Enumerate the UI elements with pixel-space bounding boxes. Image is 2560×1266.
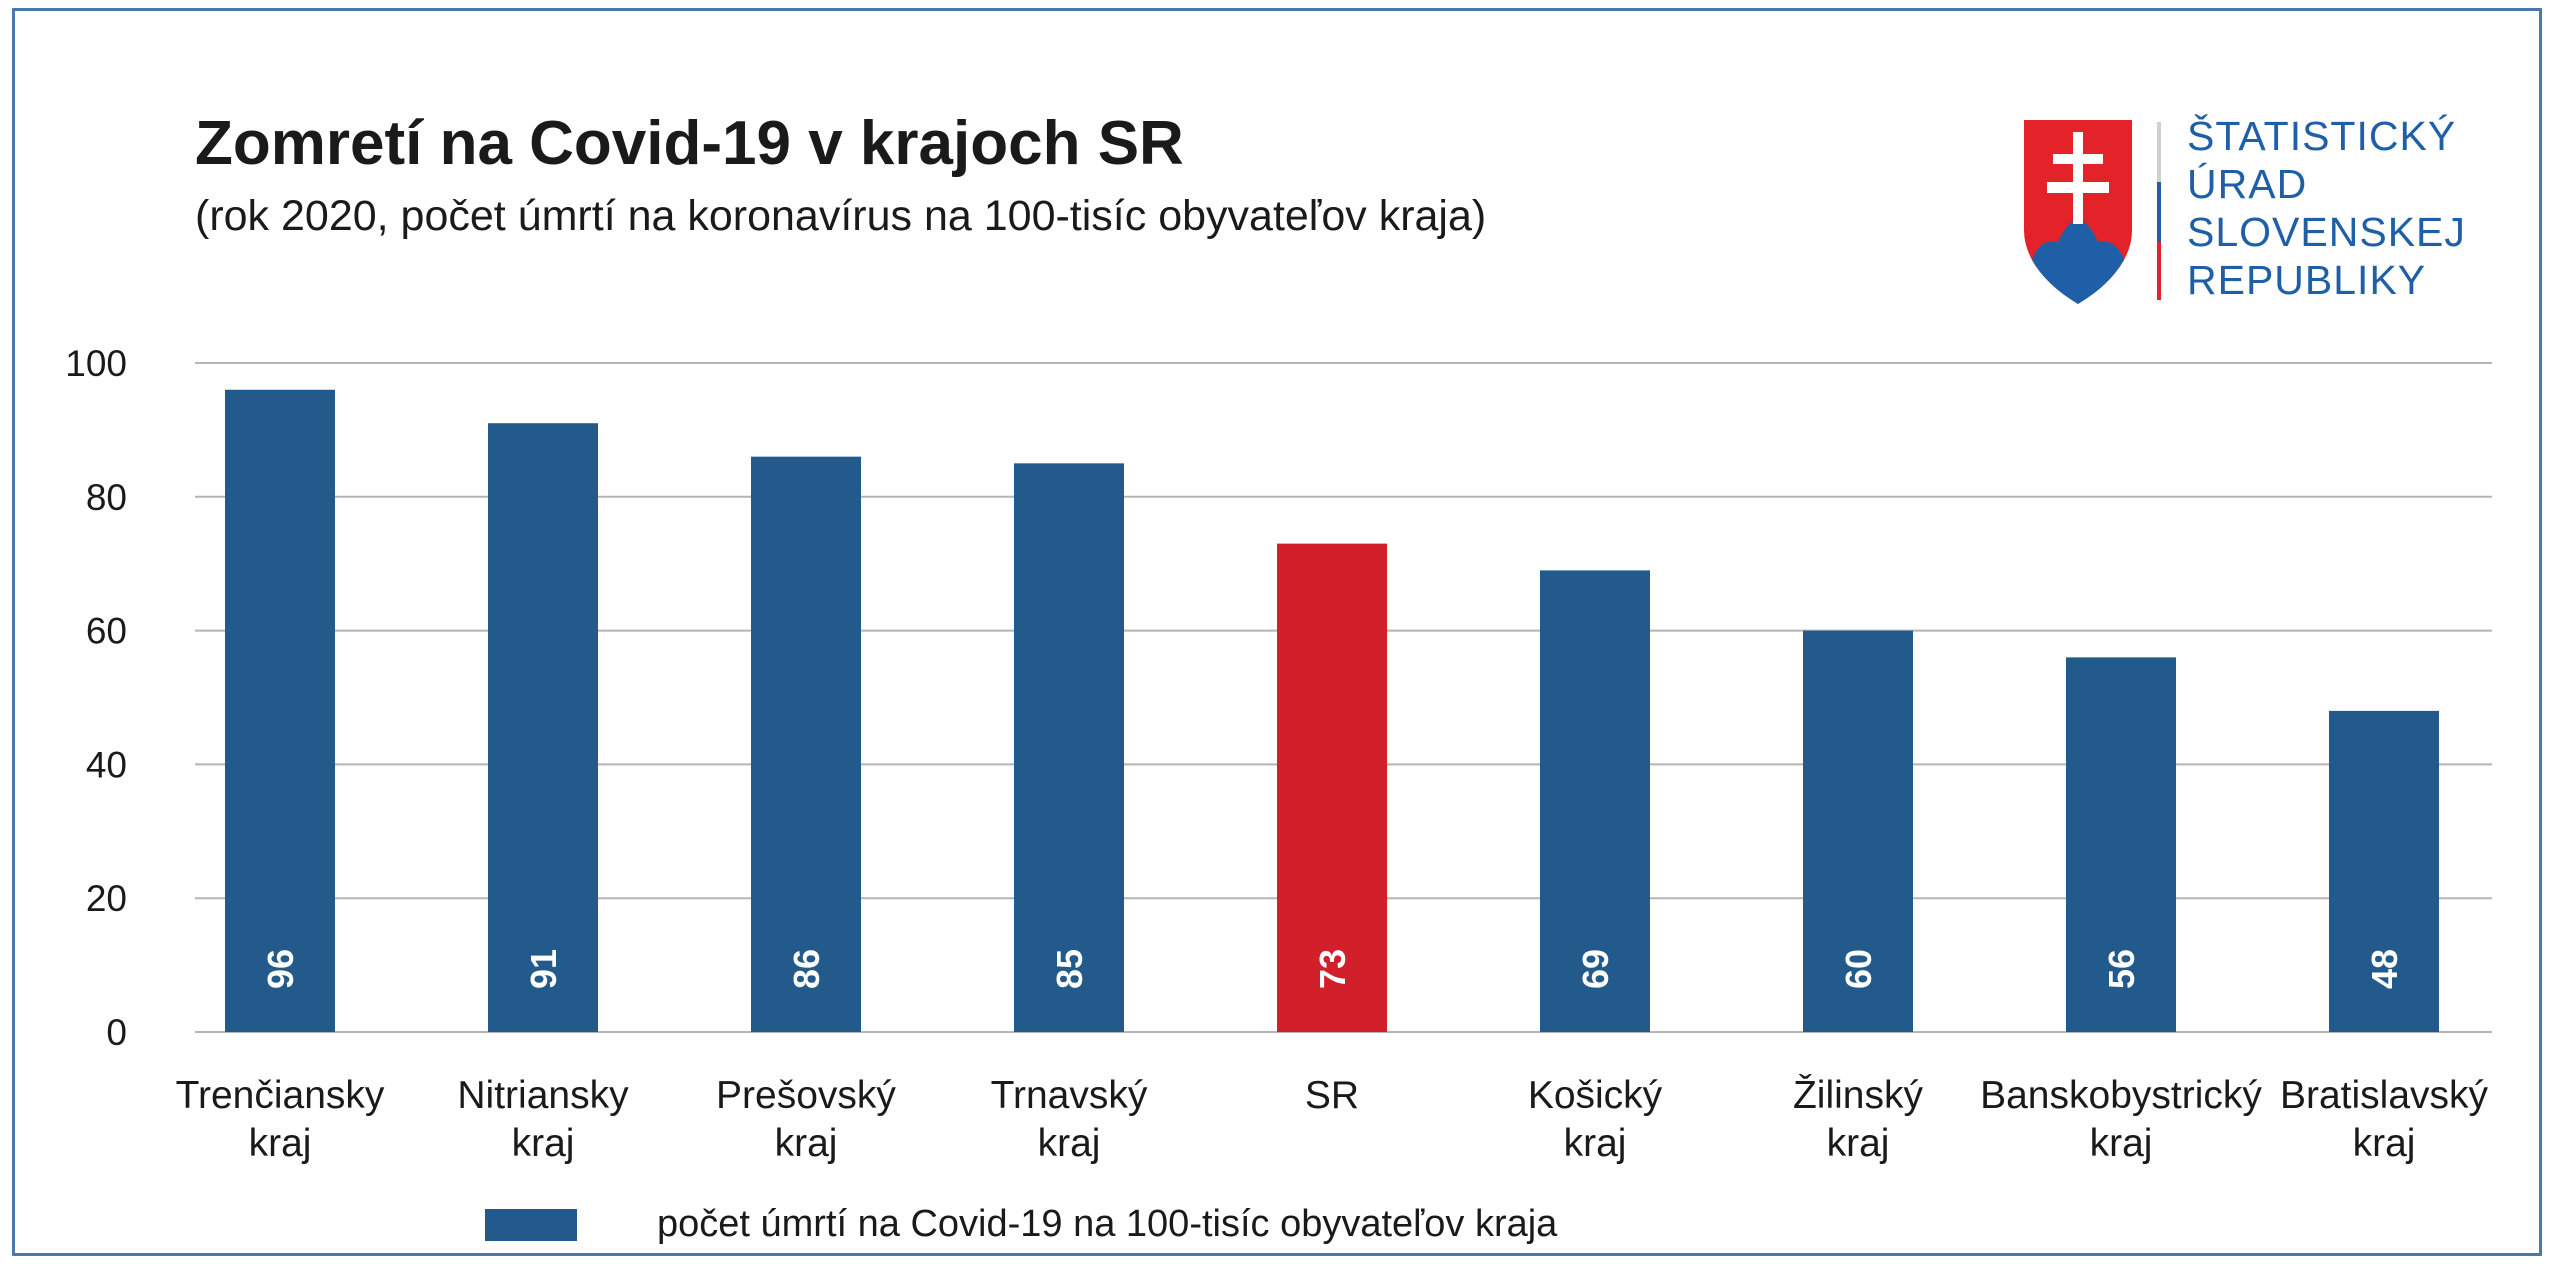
chart-frame: [12, 8, 2542, 1256]
data-label: 96: [260, 949, 301, 989]
data-label: 48: [2364, 949, 2405, 989]
bar: [2329, 710, 2439, 1032]
bar: [225, 389, 335, 1032]
bar: [2066, 657, 2176, 1032]
chart-title: Zomretí na Covid-19 v krajoch SR: [195, 109, 1184, 178]
y-tick-label: 0: [106, 1012, 127, 1053]
logo-line: REPUBLIKY: [2187, 257, 2427, 303]
x-tick-label: kraj: [2090, 1122, 2153, 1165]
x-tick-label: kraj: [249, 1122, 312, 1165]
bar: [1540, 570, 1650, 1032]
data-label: 86: [786, 949, 827, 989]
y-tick-label: 80: [86, 477, 127, 518]
chart-subtitle: (rok 2020, počet úmrtí na koronavírus na…: [195, 192, 1487, 240]
x-tick-label: Banskobystrický: [1980, 1074, 2262, 1117]
x-tick-label: Nitriansky: [457, 1074, 629, 1117]
bar: [751, 456, 861, 1032]
data-label: 69: [1575, 949, 1616, 989]
legend: počet úmrtí na Covid-19 na 100-tisíc oby…: [485, 1203, 1557, 1246]
y-tick-label: 60: [86, 611, 127, 652]
x-tick-label: kraj: [1564, 1122, 1627, 1165]
coat-of-arms-icon: [2024, 120, 2161, 304]
x-tick-label: Prešovský: [716, 1074, 896, 1117]
x-tick-label: Trenčiansky: [176, 1074, 385, 1117]
bar: [488, 423, 598, 1033]
x-tick-label: Žilinský: [1793, 1074, 1924, 1117]
logo-text: ŠTATISTICKÝ ÚRAD SLOVENSKEJ REPUBLIKY: [2187, 112, 2466, 304]
x-tick-label: kraj: [2353, 1122, 2416, 1165]
x-tick-label: Košický: [1528, 1074, 1663, 1117]
data-label: 91: [523, 949, 564, 989]
x-tick-label: kraj: [1827, 1122, 1890, 1165]
y-tick-label: 100: [65, 343, 127, 384]
bar: [1014, 463, 1124, 1033]
data-label: 56: [2101, 949, 2142, 989]
x-tick-label: Bratislavský: [2280, 1074, 2489, 1117]
data-label: 60: [1838, 949, 1879, 989]
data-label: 85: [1049, 949, 1090, 989]
logo-line: SLOVENSKEJ: [2187, 209, 2466, 255]
x-tick-label: Trnavský: [991, 1074, 1148, 1117]
legend-label: počet úmrtí na Covid-19 na 100-tisíc oby…: [657, 1203, 1558, 1245]
x-tick-label: SR: [1305, 1074, 1359, 1117]
legend-swatch: [485, 1208, 577, 1241]
x-tick-label: kraj: [512, 1122, 575, 1165]
x-tick-label: kraj: [1038, 1122, 1101, 1165]
x-tick-label: kraj: [775, 1122, 838, 1165]
y-tick-label: 40: [86, 744, 127, 785]
logo-line: ŠTATISTICKÝ: [2187, 113, 2457, 159]
logo-line: ÚRAD: [2187, 161, 2308, 207]
data-label: 73: [1312, 949, 1353, 989]
bar: [1277, 543, 1387, 1032]
y-tick-label: 20: [86, 878, 127, 919]
bar: [1803, 630, 1913, 1032]
